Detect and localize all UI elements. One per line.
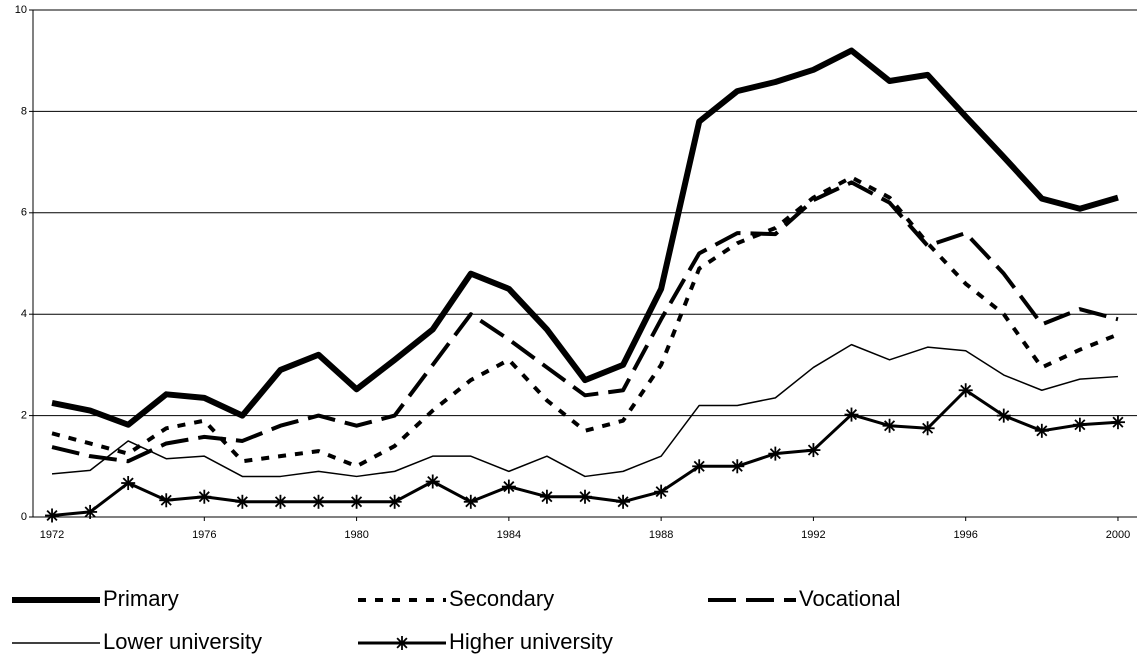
marker	[578, 489, 592, 504]
y-tick-label: 10	[15, 4, 27, 16]
y-tick-label: 6	[21, 207, 27, 219]
marker	[425, 474, 440, 489]
marker	[463, 494, 478, 509]
series-line	[51, 180, 1119, 464]
marker	[349, 494, 364, 509]
y-tick-label: 8	[21, 105, 27, 117]
legend-label: Primary	[103, 586, 179, 611]
marker	[692, 459, 707, 474]
marker	[311, 494, 326, 509]
marker	[882, 418, 897, 433]
marker	[996, 408, 1011, 423]
marker	[387, 494, 402, 509]
series-line	[51, 175, 1119, 469]
marker	[45, 508, 60, 523]
marker	[501, 479, 516, 494]
marker	[1034, 423, 1049, 438]
marker	[730, 459, 745, 474]
marker	[654, 484, 669, 499]
marker	[83, 504, 98, 519]
series-line	[51, 47, 1119, 428]
legend-label: Vocational	[799, 586, 901, 611]
marker	[768, 446, 783, 461]
x-tick-label: 1980	[344, 529, 368, 541]
marker	[539, 489, 554, 504]
marker	[920, 421, 935, 436]
y-tick-label: 2	[21, 410, 27, 422]
marker	[273, 494, 288, 509]
legend-label: Higher university	[449, 629, 613, 654]
marker	[806, 443, 821, 458]
marker	[1110, 415, 1125, 430]
x-tick-label: 1996	[953, 529, 977, 541]
y-tick-label: 4	[21, 308, 27, 320]
x-tick-label: 1984	[497, 529, 521, 541]
marker	[159, 493, 174, 508]
marker	[616, 494, 631, 509]
y-tick-label: 0	[21, 511, 27, 523]
series-line	[51, 343, 1119, 478]
x-tick-label: 1992	[801, 529, 825, 541]
marker	[844, 407, 859, 422]
marker	[958, 383, 973, 398]
x-tick-label: 1988	[649, 529, 673, 541]
legend-label: Secondary	[449, 586, 554, 611]
marker	[1072, 417, 1087, 432]
marker	[197, 489, 212, 504]
x-tick-label: 2000	[1106, 529, 1130, 541]
legend-label: Lower university	[103, 629, 262, 654]
x-tick-label: 1976	[192, 529, 216, 541]
marker	[395, 636, 409, 650]
x-tick-label: 1972	[40, 529, 64, 541]
marker	[121, 476, 136, 491]
marker	[235, 494, 250, 509]
